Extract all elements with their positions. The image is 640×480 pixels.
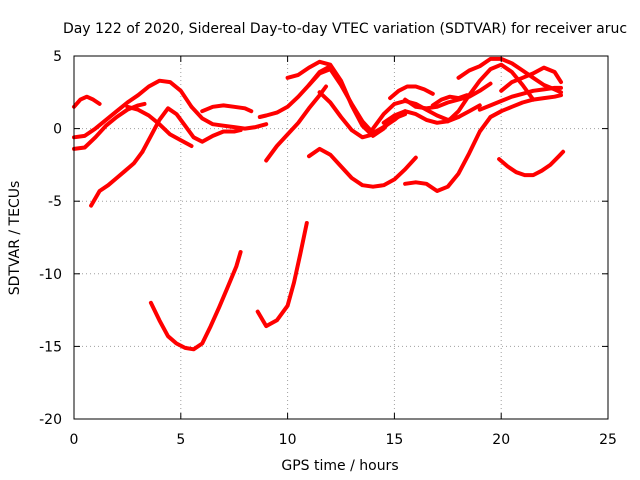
y-tick-label: 5 [53,49,62,65]
y-tick-label: 0 [53,122,62,138]
axis-ticks: 0 5 10 15 20 25 5 0 -5 -10 -15 -20 [39,49,617,448]
x-tick-label: 10 [279,432,297,448]
series-arc28 [497,149,566,178]
x-tick-label: 25 [599,432,617,448]
y-tick-label: -5 [48,194,62,210]
y-tick-label: -15 [39,339,62,355]
x-tick-label: 0 [70,432,79,448]
x-tick-label: 20 [492,432,510,448]
series-arc5 [72,78,194,140]
plot-frame [73,55,609,420]
series-arc2 [89,149,145,208]
y-tick-label: -10 [39,267,62,283]
series-arc10 [255,221,309,329]
x-tick-label: 5 [176,432,185,448]
y-axis-label: SDTVAR / TECUs [7,181,23,296]
series-arc9 [148,250,243,352]
series-arc25 [477,85,563,112]
series-arc24 [456,56,563,95]
series-arc6 [125,104,194,148]
series-arc7 [189,104,269,131]
series-arc16 [307,146,418,189]
grid-lines [74,56,608,419]
data-series [72,56,566,352]
series-arc26 [488,93,563,119]
chart-title: Day 122 of 2020, Sidereal Day-to-day VTE… [63,21,627,37]
series-arc19 [388,84,435,101]
series-arc8 [200,103,254,114]
series-arc18 [381,103,482,125]
series-arc12 [264,84,328,163]
y-tick-label: -20 [39,412,62,428]
series-arc22 [403,109,504,193]
series-arc13 [285,59,397,138]
series-arc20 [403,81,493,111]
series-arc4 [72,101,147,151]
x-axis-label: GPS time / hours [281,458,398,474]
series-arc1 [72,94,102,109]
series-arc15 [317,90,408,140]
x-tick-label: 15 [385,432,403,448]
series-arc17 [371,99,461,131]
series-arc21 [430,93,469,108]
series-arc27 [499,65,563,93]
